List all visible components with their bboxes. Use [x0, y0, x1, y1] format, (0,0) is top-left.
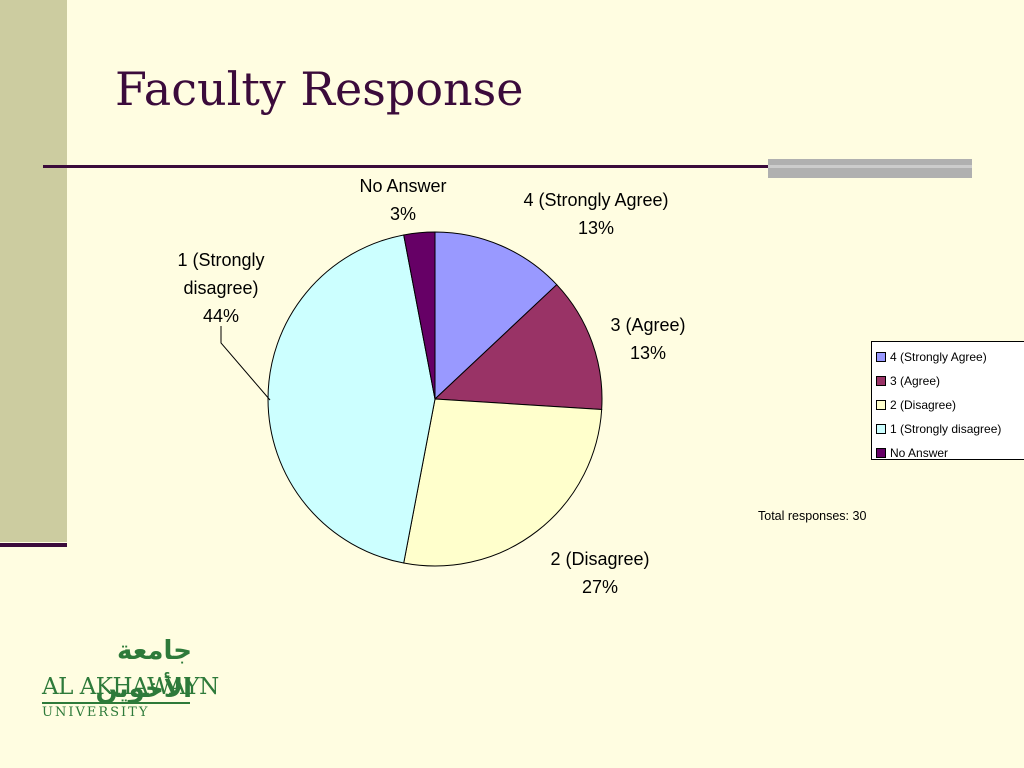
legend-swatch — [876, 424, 886, 434]
pie-slice — [267, 234, 436, 564]
legend-swatch — [876, 448, 886, 458]
legend-item: 3 (Agree) — [876, 369, 1024, 393]
legend-label: 4 (Strongly Agree) — [890, 350, 987, 364]
pie-slice — [403, 231, 436, 400]
legend-swatch — [876, 376, 886, 386]
legend-swatch — [876, 352, 886, 362]
slice-data-label: 1 (Strongly disagree) 44% — [177, 250, 264, 326]
logo-name: AL AKHAWAYN — [42, 674, 219, 700]
slice-data-label: 4 (Strongly Agree) 13% — [523, 190, 668, 238]
legend-label: 3 (Agree) — [890, 374, 941, 388]
logo-subtitle: UNIVERSITY — [42, 705, 150, 720]
logo-arabic-text: جامعة الأخوين — [95, 636, 192, 704]
logo-rule — [42, 702, 190, 704]
slice-data-label: 2 (Disagree) 27% — [550, 549, 649, 597]
label-leader-line — [220, 326, 271, 401]
pie-slice — [433, 283, 603, 411]
legend-item: 4 (Strongly Agree) — [876, 345, 1024, 369]
legend-swatch — [876, 400, 886, 410]
pie-slice — [403, 398, 603, 567]
legend-item: No Answer — [876, 441, 1024, 465]
slide-title: Faculty Response — [115, 62, 524, 116]
chart-legend: 4 (Strongly Agree) 3 (Agree) 2 (Disagree… — [871, 341, 1024, 460]
legend-label: No Answer — [890, 446, 949, 460]
title-rule — [43, 165, 768, 168]
slice-data-label: No Answer 3% — [359, 176, 446, 224]
total-responses: Total responses: 30 — [758, 509, 867, 523]
university-logo: جامعة الأخوين AL AKHAWAYN UNIVERSITY — [40, 632, 219, 724]
side-bar — [0, 0, 67, 542]
pie-slice — [434, 231, 558, 401]
legend-label: 1 (Strongly disagree) — [890, 422, 1002, 436]
accent-bar — [768, 159, 972, 178]
slice-data-label: 3 (Agree) 13% — [610, 315, 685, 363]
legend-label: 2 (Disagree) — [890, 398, 957, 412]
side-bar-rule — [0, 543, 67, 547]
legend-item: 2 (Disagree) — [876, 393, 1024, 417]
legend-item: 1 (Strongly disagree) — [876, 417, 1024, 441]
